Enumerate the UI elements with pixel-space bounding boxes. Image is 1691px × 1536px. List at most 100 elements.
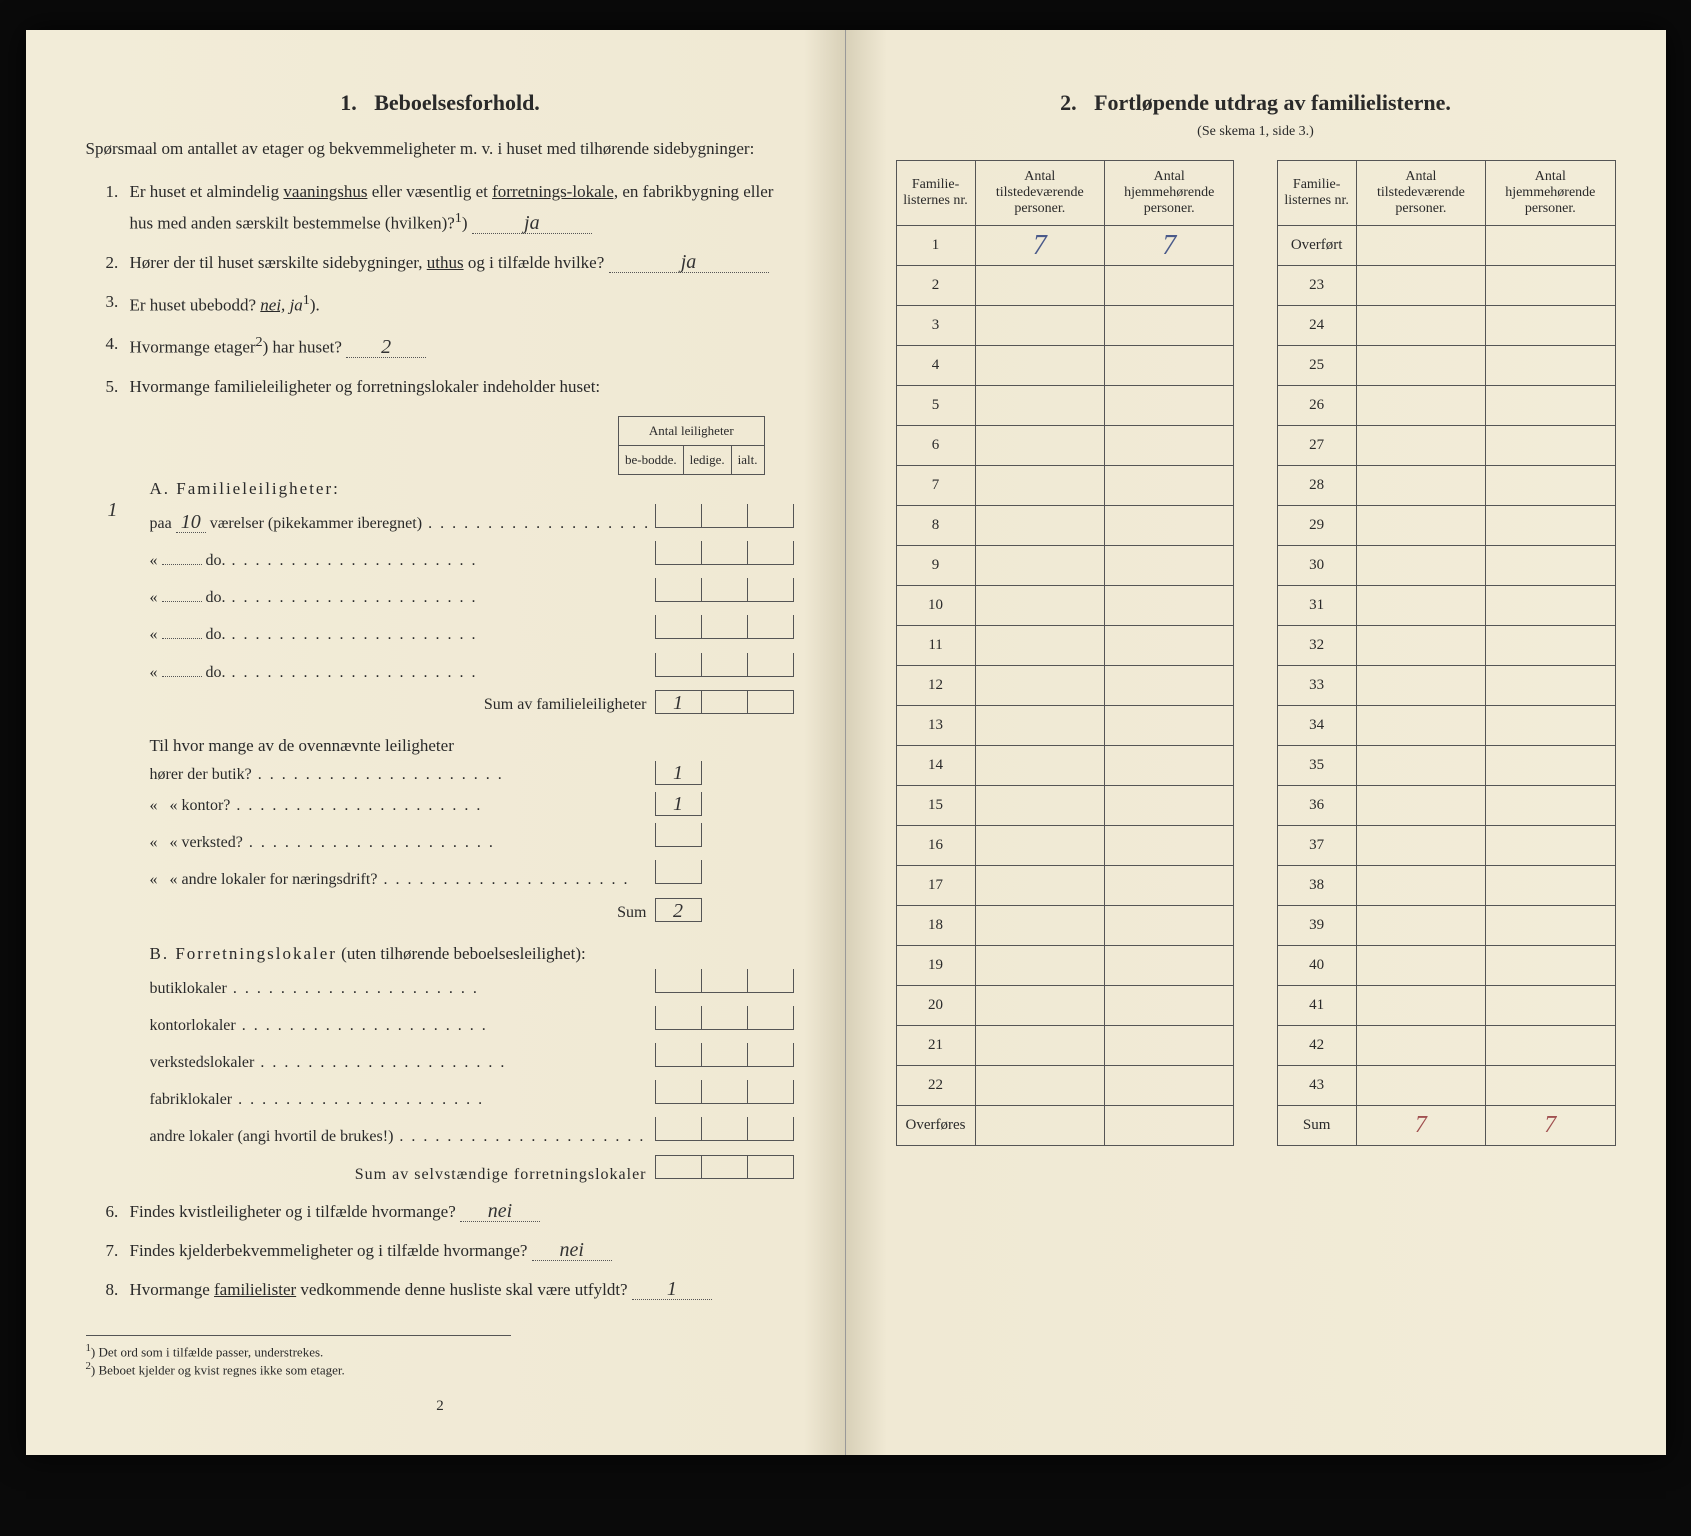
cell-left-home (1104, 586, 1233, 626)
cell-right-nr: 25 (1277, 346, 1356, 386)
cell-left-present (975, 786, 1104, 826)
row-b3: verkstedslokaler (150, 1043, 795, 1076)
cell-right-home (1486, 466, 1615, 506)
cell-left-nr: 10 (896, 586, 975, 626)
col-gap (1234, 786, 1277, 826)
cell-right-present (1356, 826, 1485, 866)
cell-left-home (1104, 826, 1233, 866)
cell-left-home (1104, 946, 1233, 986)
table-row: 13 34 (896, 706, 1615, 746)
col-gap (1234, 1026, 1277, 1066)
table-row: 177Overført (896, 226, 1615, 266)
q7-answer: nei (532, 1240, 612, 1261)
cell-left-nr: 11 (896, 626, 975, 666)
row-b2-3: « « verksted? (150, 823, 795, 856)
cell-right-present: 7 (1356, 1106, 1485, 1146)
butik-val: 1 (656, 761, 702, 785)
cell-right-present (1356, 1066, 1485, 1106)
row-a5: « do. (150, 653, 795, 686)
cell-left-nr: 9 (896, 546, 975, 586)
row-b2-4: « « andre lokaler for næringsdrift? (150, 860, 795, 893)
cell-left-present (975, 706, 1104, 746)
footnotes: 1) Det ord som i tilfælde passer, unders… (86, 1335, 511, 1379)
table-row: 1435 (896, 746, 1615, 786)
table-row: 2142 (896, 1026, 1615, 1066)
col-gap (1234, 1066, 1277, 1106)
cell-right-present (1356, 306, 1485, 346)
cell-right-home (1486, 786, 1615, 826)
cell-left-home (1104, 666, 1233, 706)
cell-left-home (1104, 1026, 1233, 1066)
cell-right-nr: 24 (1277, 306, 1356, 346)
cell-left-home (1104, 746, 1233, 786)
cell-right-home: 7 (1486, 1106, 1615, 1146)
tbl-header: Antal leiligheter (619, 416, 765, 445)
q8-answer: 1 (632, 1279, 712, 1300)
table-row: 425 (896, 346, 1615, 386)
cell-left-nr: 1 (896, 226, 975, 266)
cell-left-nr: 19 (896, 946, 975, 986)
cell-left-nr: 15 (896, 786, 975, 826)
cell-right-nr: 23 (1277, 266, 1356, 306)
left-heading-num: 1. (340, 90, 357, 115)
col-gap (1234, 466, 1277, 506)
cell-left-home (1104, 866, 1233, 906)
cell-right-nr: 40 (1277, 946, 1356, 986)
th-present-1: Antal tilstedeværende personer. (975, 161, 1104, 226)
cell-left-nr: 6 (896, 426, 975, 466)
sum-a-val: 1 (656, 690, 702, 714)
cell-right-nr: 39 (1277, 906, 1356, 946)
cell-left-present (975, 586, 1104, 626)
sum-b2-val: 2 (656, 898, 702, 922)
th-nr-1: Familie-listernes nr. (896, 161, 975, 226)
row-a2: « do. (150, 541, 795, 574)
col-gap (1234, 346, 1277, 386)
cell-right-present (1356, 946, 1485, 986)
q4-answer: 2 (346, 337, 426, 358)
col-gap (1234, 706, 1277, 746)
table-row: 2041 (896, 986, 1615, 1026)
col-gap (1234, 826, 1277, 866)
cell-left-home (1104, 266, 1233, 306)
row-b2-1: hører der butik? 1 (150, 761, 795, 788)
cell-right-home (1486, 346, 1615, 386)
q1-answer: ja (472, 213, 592, 234)
cell-left-present (975, 1106, 1104, 1146)
cell-right-present (1356, 226, 1485, 266)
question-2: Hører der til huset særskilte sidebygnin… (106, 249, 795, 278)
cell-left-present (975, 386, 1104, 426)
table-row: 728 (896, 466, 1615, 506)
cell-left-present (975, 666, 1104, 706)
table-row: 1132 (896, 626, 1615, 666)
cell-left-home: 7 (1104, 226, 1233, 266)
cell-right-home (1486, 306, 1615, 346)
cell-left-nr: Overføres (896, 1106, 975, 1146)
cell-left-nr: 13 (896, 706, 975, 746)
sum-b2: Sum 2 (150, 898, 795, 926)
table-header-row: Familie-listernes nr. Antal tilstedevære… (896, 161, 1615, 226)
table-row: 829 (896, 506, 1615, 546)
cell-right-home (1486, 1066, 1615, 1106)
cell-left-home (1104, 986, 1233, 1026)
cell-right-present (1356, 386, 1485, 426)
section-b-label: B. Forretningslokaler (uten tilhørende b… (150, 940, 795, 969)
cell-left-nr: 18 (896, 906, 975, 946)
table-row: 1233 (896, 666, 1615, 706)
cell-left-home (1104, 386, 1233, 426)
cell-right-home (1486, 1026, 1615, 1066)
right-heading-text: Fortløpende utdrag av familielisterne. (1094, 90, 1451, 115)
cell-right-nr: 43 (1277, 1066, 1356, 1106)
right-heading: 2. Fortløpende utdrag av familielisterne… (896, 90, 1616, 116)
row-b2-2: « « kontor? 1 (150, 792, 795, 819)
table-row: 324 (896, 306, 1615, 346)
document-spread: 1. Beboelsesforhold. Spørsmaal om antall… (26, 30, 1666, 1455)
cell-left-present (975, 306, 1104, 346)
cell-right-present (1356, 346, 1485, 386)
cell-right-present (1356, 626, 1485, 666)
table-row: OverføresSum77 (896, 1106, 1615, 1146)
right-subtitle: (Se skema 1, side 3.) (896, 124, 1616, 140)
cell-right-nr: 34 (1277, 706, 1356, 746)
cell-left-present (975, 1066, 1104, 1106)
cell-left-home (1104, 626, 1233, 666)
left-page: 1. Beboelsesforhold. Spørsmaal om antall… (26, 30, 846, 1455)
